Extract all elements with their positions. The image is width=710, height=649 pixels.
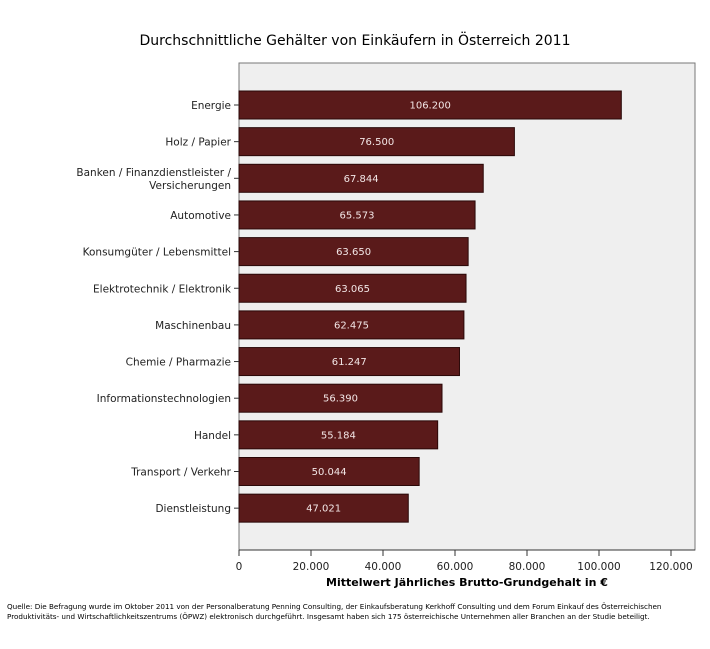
x-tick-label: 100.000 [577,561,620,573]
bar-value-label: 47.021 [306,504,341,515]
category-label: Banken / Finanzdienstleister / Versicheru… [76,167,231,192]
source-line-1: Quelle: Die Befragung wurde im Oktober 2… [7,602,662,611]
bar-value-label: 65.573 [340,210,375,221]
category-label: Energie [191,100,231,112]
category-label: Transport / Verkehr [130,467,231,479]
bar-value-label: 67.844 [344,174,379,185]
x-tick-label: 0 [236,561,243,573]
category-label: Maschinenbau [155,320,231,332]
category-label: Chemie / Pharmazie [126,357,231,369]
x-tick-label: 20.000 [293,561,330,573]
bar-value-label: 56.390 [323,394,358,405]
category-label: Informationstechnologien [97,393,231,405]
category-label: Automotive [170,210,231,222]
chart-title: Durchschnittliche Gehälter von Einkäufer… [139,31,570,49]
bar [238,127,515,157]
bar-value-label: 55.184 [321,430,356,441]
bar-value-label: 62.475 [334,320,369,331]
category-label: Holz / Papier [165,137,231,149]
category-labels: Energie Holz / Papier Banken / Finanzdiens… [76,100,239,515]
bars-group: 106.200 76.500 67.844 65.573 63.650 63.065 62.… [238,90,622,523]
bar-chart: Durchschnittliche Gehälter von Einkäufer… [76,31,696,589]
x-tick-label: 60.000 [437,561,474,573]
bar [238,493,409,523]
source-note: Quelle: Die Befragung wurde im Oktober 2… [7,602,707,621]
bar-value-label: 106.200 [409,101,450,112]
bar [238,90,622,120]
bar-value-label: 50.044 [312,467,347,478]
bar-value-label: 63.650 [336,247,371,258]
category-label: Dienstleistung [155,503,231,515]
bar [238,457,420,486]
x-tick-label: 120.000 [649,561,692,573]
category-label: Elektrotechnik / Elektronik [93,283,232,295]
x-tick-label: 80.000 [509,561,546,573]
bar [238,310,465,340]
x-axis-label: Mittelwert Jährliches Brutto-Grundgehalt… [326,576,608,589]
category-label: Konsumgüter / Lebensmittel [83,247,231,259]
bar-value-label: 76.500 [359,137,394,148]
x-tick-label: 40.000 [365,561,402,573]
bar [238,347,460,377]
category-label: Handel [194,430,231,442]
x-axis: 0 20.000 40.000 60.000 80.000 100.000 120.000 [236,549,695,573]
source-line-2: Produktivitäts- und Wirtschaftlichkeitsz… [7,611,650,621]
bar [238,273,467,303]
bar-value-label: 63.065 [335,284,370,295]
bar-value-label: 61.247 [332,357,367,368]
bar [238,163,484,193]
